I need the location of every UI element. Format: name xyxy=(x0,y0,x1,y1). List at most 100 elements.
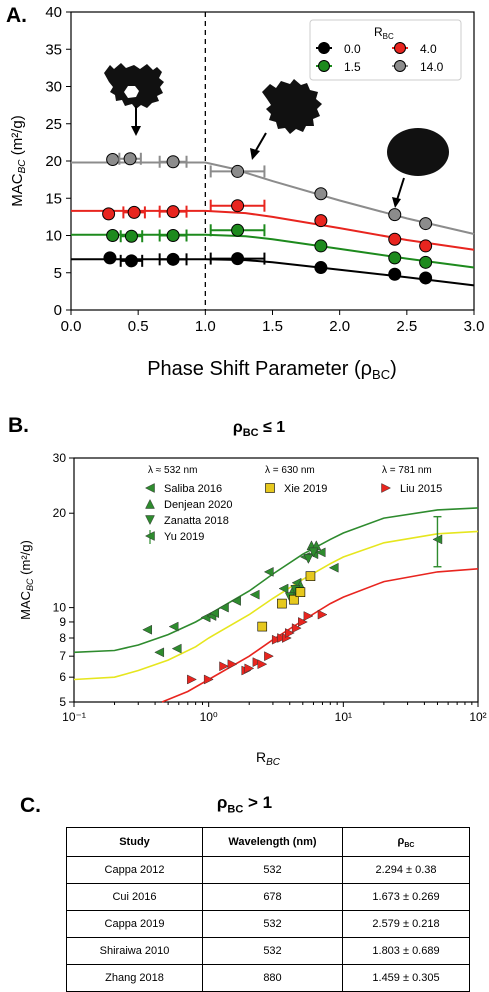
y-tick-label: 10 xyxy=(53,601,67,615)
table-row: Zhang 2018 880 1.459 ± 0.305 xyxy=(66,964,470,992)
x-tick-label: 10¹ xyxy=(335,710,352,724)
y-tick-label: 30 xyxy=(53,451,67,465)
panel-b-xlabel: RBC xyxy=(256,749,281,768)
data-point xyxy=(271,634,282,645)
data-point xyxy=(278,583,289,594)
data-point xyxy=(295,587,306,597)
y-tick-label: 20 xyxy=(45,153,62,170)
panel-b-chart: 10⁻¹ 10⁰ 10¹ 10² 5 6 7 8 910 20 30 λ ≈ 532 nm λ = … xyxy=(18,451,487,768)
y-tick-label: 9 xyxy=(59,615,66,629)
data-point xyxy=(303,611,314,621)
cell-rho: 2.294 ± 0.38 xyxy=(342,856,470,884)
data-point xyxy=(257,659,268,670)
panel-c-letter: C. xyxy=(20,794,41,817)
x-tick-label: 2.5 xyxy=(396,318,417,335)
y-tick-label: 0 xyxy=(54,302,62,319)
data-point-4.0 xyxy=(102,207,116,221)
header-study: Study xyxy=(66,827,203,857)
data-point-14.0 xyxy=(419,217,433,231)
data-point xyxy=(328,562,339,573)
cell-study: Shiraiwa 2010 xyxy=(66,937,203,965)
data-point xyxy=(218,602,229,613)
cell-rho: 1.673 ± 0.269 xyxy=(342,883,470,911)
data-point-14.0 xyxy=(166,155,180,169)
y-tick-label: 5 xyxy=(59,695,66,709)
data-point-0.0 xyxy=(166,252,180,266)
cell-wavelength: 532 xyxy=(202,856,343,884)
y-tick-label: 25 xyxy=(45,116,62,133)
y-tick-label: 30 xyxy=(45,79,62,96)
series-curve-4.0 xyxy=(71,209,475,251)
data-point xyxy=(231,596,241,606)
x-tick-label: 1.0 xyxy=(195,318,216,335)
cell-rho: 1.803 ± 0.689 xyxy=(342,937,470,965)
data-point-14.0 xyxy=(388,208,402,222)
x-tick-label: 0.5 xyxy=(128,318,149,335)
data-point-14.0 xyxy=(123,152,137,166)
cell-rho: 2.579 ± 0.218 xyxy=(342,910,470,938)
legend-marker xyxy=(145,515,155,526)
cell-rho: 1.459 ± 0.305 xyxy=(342,964,470,992)
x-tick-label: 3.0 xyxy=(464,318,485,335)
table-row: Cappa 2019 532 2.579 ± 0.218 xyxy=(66,910,470,938)
table-row: Shiraiwa 2010 532 1.803 ± 0.689 xyxy=(66,937,470,965)
data-point xyxy=(277,598,287,609)
legend-header-532: λ ≈ 532 nm xyxy=(148,465,197,476)
panel-b-legend: λ ≈ 532 nm λ = 630 nm λ = 781 nm Saliba … xyxy=(144,465,442,544)
data-point xyxy=(252,657,263,668)
data-point-1.5 xyxy=(388,251,402,265)
data-point-14.0 xyxy=(231,164,245,178)
table-header-row: Study Wavelength (nm) ρBC xyxy=(66,827,470,857)
data-point xyxy=(209,608,219,619)
legend-label: Liu 2015 xyxy=(400,483,442,495)
data-point-14.0 xyxy=(314,187,328,201)
legend-header-781: λ = 781 nm xyxy=(382,465,432,476)
data-point xyxy=(284,628,295,638)
data-point-4.0 xyxy=(166,205,180,219)
legend-marker xyxy=(145,498,155,509)
data-point xyxy=(291,623,302,634)
cell-wavelength: 678 xyxy=(202,883,343,911)
header-rho: ρBC xyxy=(342,827,470,857)
cell-wavelength: 532 xyxy=(202,910,343,938)
x-tick-label: 0.0 xyxy=(61,318,82,335)
legend-title: RBC xyxy=(374,25,394,41)
table-row: Cappa 2012 532 2.294 ± 0.38 xyxy=(66,856,470,884)
x-tick-label: 10⁻¹ xyxy=(62,710,86,724)
data-point xyxy=(317,609,328,620)
panel-a-xlabel: Phase Shift Parameter (ρBC) xyxy=(147,358,397,382)
cell-wavelength: 532 xyxy=(202,937,343,965)
data-point-4.0 xyxy=(231,199,245,213)
x-tick-label: 10⁰ xyxy=(200,710,218,724)
data-point-0.0 xyxy=(388,267,402,281)
cell-study: Cappa 2019 xyxy=(66,910,203,938)
data-point xyxy=(432,534,443,545)
y-tick-label: 6 xyxy=(59,670,66,684)
arrow-head xyxy=(131,126,141,136)
data-point-1.5 xyxy=(231,223,245,237)
panel-a-letter: A. xyxy=(6,4,27,27)
data-point-4.0 xyxy=(419,239,433,253)
data-point xyxy=(303,554,314,564)
y-tick-label: 35 xyxy=(45,41,62,58)
series-curve-1.5 xyxy=(71,233,475,269)
cell-study: Cui 2016 xyxy=(66,883,203,911)
data-point xyxy=(264,651,274,662)
legend-label: Saliba 2016 xyxy=(164,483,222,495)
data-point xyxy=(171,643,182,654)
legend-label: Xie 2019 xyxy=(284,483,327,495)
panel-b-frame xyxy=(73,457,479,703)
series-curve-0.0 xyxy=(71,258,475,287)
data-point xyxy=(154,647,165,658)
panel-b-letter: B. xyxy=(8,414,29,437)
header-wavelength: Wavelength (nm) xyxy=(202,827,343,857)
data-point xyxy=(187,674,197,685)
y-tick-label: 7 xyxy=(59,649,66,663)
arrow-line xyxy=(396,177,405,201)
data-point xyxy=(305,571,316,581)
data-point xyxy=(315,547,326,558)
data-point xyxy=(277,633,287,643)
arrow-head xyxy=(250,148,260,160)
data-point xyxy=(203,674,214,685)
legend-box xyxy=(309,19,462,81)
